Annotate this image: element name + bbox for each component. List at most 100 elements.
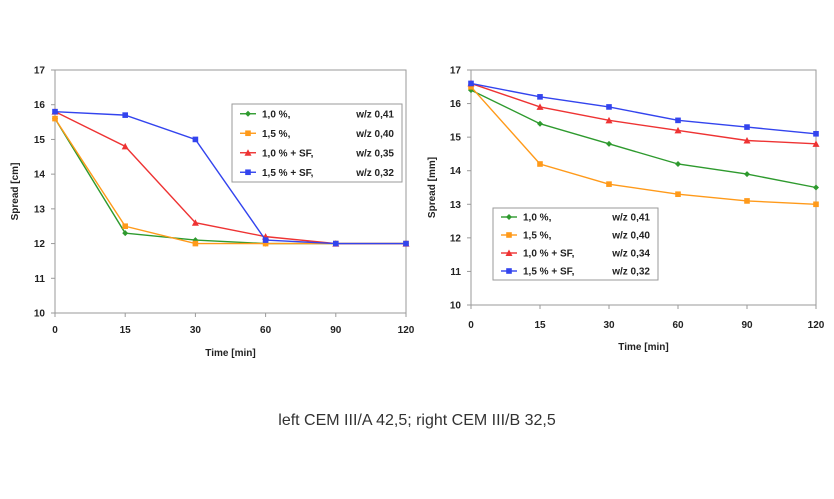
right-x-axis-title: Time [min] — [618, 342, 668, 353]
left-legend-marker — [245, 110, 251, 117]
right-data-point — [468, 83, 474, 90]
left-x-tick-label: 60 — [260, 325, 272, 336]
right-data-point — [813, 130, 819, 137]
left-legend-box — [231, 103, 403, 183]
right-chart: 10 11 12 13 14 15 16 17 0 15 30 60 90 120 Time [min] Sp… — [417, 0, 834, 380]
right-legend-marker — [505, 249, 513, 256]
right-series-4 — [468, 80, 819, 137]
right-data-point — [606, 140, 612, 147]
right-series-1 — [468, 87, 819, 191]
left-legend-label: 1,0 %, — [262, 109, 291, 120]
left-legend-label: 1,5 % + SF, — [262, 168, 314, 179]
right-legend-label: 1,0 %, — [523, 213, 552, 224]
right-legend-marker — [506, 232, 512, 238]
left-x-axis-title: Time [min] — [205, 348, 255, 359]
left-y-tick-label: 11 — [34, 274, 45, 285]
right-data-point — [675, 161, 681, 167]
left-data-point — [122, 112, 128, 118]
left-y-tick-label: 15 — [34, 135, 46, 146]
left-legend-marker — [245, 130, 251, 137]
right-series-line — [470, 82, 817, 135]
right-data-point — [605, 116, 613, 124]
right-x-tick-label: 15 — [534, 320, 546, 331]
left-data-point — [403, 240, 409, 247]
right-y-tick-label: 14 — [450, 166, 462, 177]
left-y-tick-label: 14 — [34, 170, 46, 181]
left-x-tick-label: 90 — [330, 325, 342, 336]
right-x-tick-label: 120 — [808, 320, 825, 331]
right-series-line — [470, 82, 817, 145]
left-legend-label: 1,0 % + SF, — [262, 148, 314, 159]
left-x-tick-label: 15 — [120, 325, 132, 336]
left-data-point — [192, 240, 199, 247]
left-y-tick-label: 17 — [34, 66, 46, 77]
right-y-tick-label: 16 — [450, 99, 462, 110]
left-data-point — [262, 240, 269, 247]
right-data-point — [468, 80, 474, 87]
left-legend-marker — [245, 169, 251, 176]
right-data-point — [743, 137, 751, 144]
right-series-2 — [468, 83, 819, 208]
left-y-tick-label: 10 — [34, 309, 46, 320]
left-x-tick-label: 0 — [52, 325, 58, 336]
left-data-point — [122, 223, 128, 230]
right-legend-box — [492, 207, 659, 281]
left-legend-label: 1,5 %, — [262, 129, 291, 140]
left-series-4 — [52, 108, 409, 247]
right-data-point — [813, 201, 819, 208]
right-data-point — [537, 94, 543, 100]
right-y-tick-label: 10 — [450, 301, 462, 312]
right-y-axis-title: Spread [mm] — [427, 157, 438, 218]
left-series-line — [54, 110, 406, 245]
left-legend-marker — [244, 149, 252, 156]
right-chart-svg: 10 11 12 13 14 15 16 17 0 15 30 60 90 120 Time [min] Sp… — [427, 66, 825, 354]
left-data-point — [52, 108, 58, 115]
right-data-point — [744, 171, 750, 178]
left-y-axis-title: Spread [cm] — [10, 163, 21, 221]
right-legend-marker — [506, 214, 512, 220]
right-legend-marker — [506, 268, 512, 274]
left-data-point — [121, 142, 129, 150]
left-x-tick-label: 120 — [398, 325, 415, 336]
right-data-point — [536, 103, 544, 110]
left-y-tick-label: 16 — [34, 100, 46, 111]
right-series-line — [470, 86, 817, 205]
left-chart: 10 11 12 13 14 15 16 17 0 15 30 60 90 120 Time [min] Sp… — [0, 0, 417, 380]
right-legend-label: 1,0 % + SF, — [523, 249, 575, 260]
left-data-point — [52, 115, 58, 122]
right-data-point — [537, 120, 543, 127]
right-y-tick-label: 17 — [450, 66, 462, 77]
left-data-point — [191, 219, 199, 226]
left-legend-wz: w/z 0,41 — [355, 109, 394, 120]
right-data-point — [674, 126, 682, 134]
right-legend-wz: w/z 0,40 — [611, 231, 650, 242]
left-data-point — [192, 136, 199, 143]
right-legend-label: 1,5 %, — [523, 231, 552, 242]
left-data-point — [333, 240, 339, 247]
right-series-3 — [467, 79, 820, 147]
right-data-point — [606, 104, 612, 110]
right-x-tick-label: 30 — [603, 320, 615, 331]
right-data-point — [606, 181, 612, 187]
left-legend-wz: w/z 0,32 — [355, 168, 394, 179]
right-data-point — [675, 117, 681, 124]
right-x-tick-label: 90 — [741, 320, 753, 331]
left-y-tick-label: 13 — [34, 204, 46, 215]
right-data-point — [744, 124, 750, 130]
right-legend-label: 1,5 % + SF, — [523, 267, 575, 278]
right-series-line — [470, 89, 817, 189]
right-y-tick-label: 15 — [450, 133, 462, 144]
right-legend-wz: w/z 0,41 — [611, 213, 650, 224]
right-x-tick-label: 0 — [468, 320, 474, 331]
figure-caption: left CEM III/A 42,5; right CEM III/B 32,… — [278, 412, 556, 429]
right-y-tick-label: 11 — [450, 267, 461, 278]
left-data-point — [122, 230, 129, 237]
left-y-tick-label: 12 — [34, 239, 46, 250]
right-x-tick-label: 60 — [672, 320, 684, 331]
right-legend-wz: w/z 0,32 — [611, 267, 650, 278]
right-data-point — [744, 198, 750, 204]
right-data-point — [537, 161, 543, 167]
right-y-tick-label: 13 — [450, 200, 462, 211]
right-legend-wz: w/z 0,34 — [611, 249, 650, 260]
left-plot-area — [54, 69, 407, 314]
